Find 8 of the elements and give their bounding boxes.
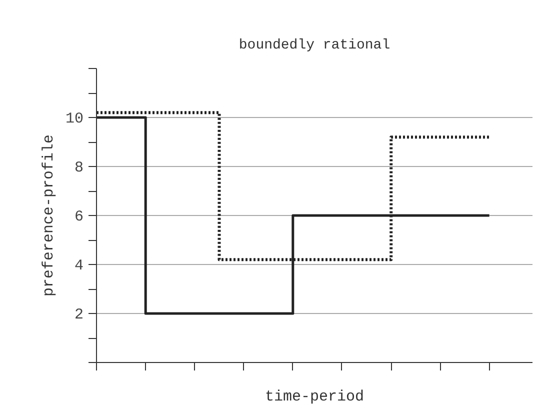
chart-title: boundedly rational: [238, 38, 390, 54]
y-tick-label: 6: [74, 208, 84, 226]
y-axis-title: preference-profile: [40, 134, 58, 297]
x-axis-title: time-period: [264, 388, 364, 406]
y-tick-label: 4: [74, 258, 84, 274]
y-tick-label: 8: [74, 160, 84, 176]
y-tick-label: 10: [65, 110, 84, 128]
y-tick-label: 2: [74, 306, 84, 324]
